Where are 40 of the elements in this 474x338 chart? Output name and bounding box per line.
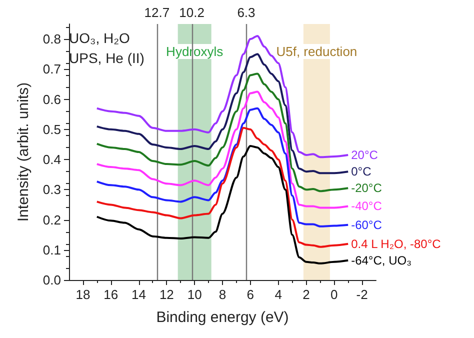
x-tick-label: 10: [187, 287, 202, 302]
series-label: -20°C: [351, 181, 382, 196]
series-label: 20°C: [351, 148, 378, 162]
y-tick-label: 0.2: [42, 212, 61, 228]
ref-line-label: 10.2: [179, 5, 204, 20]
y-tick-label: 0.3: [42, 182, 61, 198]
ref-line-label: 12.7: [144, 5, 170, 20]
y-tick-label: 0.0: [42, 272, 61, 288]
line-series: [96, 90, 350, 209]
y-tick-label: 0.6: [42, 92, 61, 107]
series-label: -64°C, UO₃: [351, 253, 412, 268]
x-tick-label: 8: [218, 287, 226, 302]
y-tick-label: 0.7: [42, 62, 61, 77]
text: UPS, He (II): [69, 50, 144, 66]
chart-title: UO₃, H₂O: [69, 30, 130, 46]
series-label: -60°C: [351, 218, 382, 232]
band-label: U5f, reduction: [276, 44, 358, 59]
x-tick-label: 6: [246, 287, 254, 302]
line-series: [96, 107, 350, 228]
series-label: -40°C: [351, 199, 382, 214]
line-series: [96, 126, 350, 248]
y-tick-label: 0.5: [42, 122, 61, 137]
x-tick-label: 16: [104, 287, 118, 302]
y-tick-label: 0.8: [42, 32, 61, 47]
x-tick-label: 0: [330, 287, 338, 302]
y-tick-label: 0.1: [42, 242, 61, 258]
x-tick-label: 4: [274, 287, 282, 302]
x-tick-label: 18: [76, 287, 90, 302]
line-series: [96, 144, 350, 264]
x-tick-label: 12: [159, 287, 174, 302]
line-series: [96, 72, 350, 192]
ref-line-label: 6.3: [237, 5, 256, 20]
series-label: 0°C: [351, 164, 372, 179]
x-tick-label: 14: [132, 287, 146, 302]
x-axis-title: Binding energy (eV): [156, 309, 289, 326]
y-axis-title: Intensity (arbit. units): [15, 82, 32, 222]
y-tick-label: 0.4: [42, 152, 61, 168]
x-tick-label: -2: [356, 287, 368, 302]
x-tick-label: 2: [302, 287, 310, 302]
series-label: 0.4 L H₂O, -80°C: [351, 236, 442, 251]
